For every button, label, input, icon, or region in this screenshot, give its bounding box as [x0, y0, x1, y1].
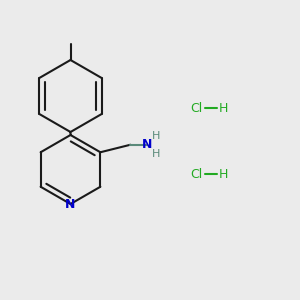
Text: H: H: [219, 101, 228, 115]
Text: N: N: [142, 138, 152, 151]
Text: H: H: [152, 149, 161, 159]
Text: Cl: Cl: [190, 101, 202, 115]
Text: N: N: [65, 197, 76, 211]
Text: Cl: Cl: [190, 167, 202, 181]
Text: H: H: [219, 167, 228, 181]
Text: H: H: [152, 131, 161, 141]
